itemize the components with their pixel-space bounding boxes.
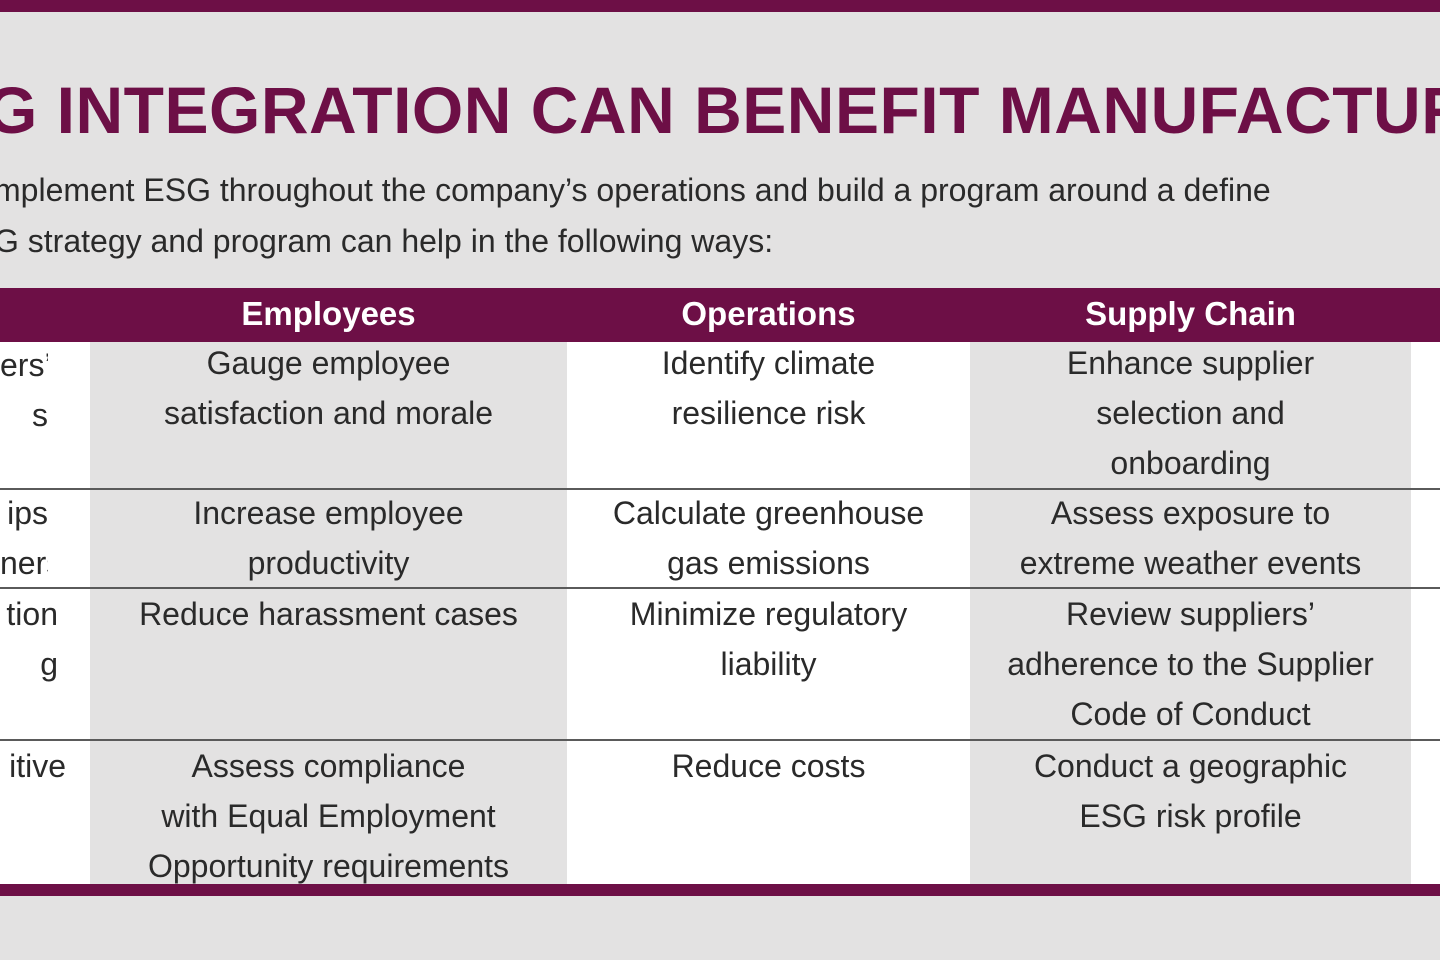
column-bg-employees (90, 342, 567, 884)
row-divider (0, 488, 1440, 490)
header-operations: Operations (681, 295, 856, 332)
table-cell-supply-chain: Review suppliers’ adherence to the Suppl… (1007, 596, 1374, 732)
table-header-bar (0, 288, 1440, 342)
column-bg-partial-right (1411, 342, 1440, 884)
table-cell-employees: Increase employee productivity (193, 495, 464, 581)
page-title: G INTEGRATION CAN BENEFIT MANUFACTUR (0, 73, 1440, 147)
header-supply-chain: Supply Chain (1085, 295, 1296, 332)
intro-line-2: G strategy and program can help in the f… (0, 223, 774, 259)
table-cell-supply-chain: Enhance supplier selection and onboardin… (1066, 345, 1315, 481)
table-cell-supply-chain: Conduct a geographic ESG risk profile (1033, 748, 1348, 834)
table-cell-operations: Identify climate resilience risk (661, 345, 876, 431)
column-bg-operations (567, 342, 970, 884)
table-cell-operations: Reduce costs (671, 748, 866, 784)
table-cell-employees: Reduce harassment cases (139, 596, 518, 632)
table-cell-partial: itive (9, 748, 66, 784)
table-cell-operations: Calculate greenhouse gas emissions (612, 495, 925, 581)
table-cell-partial: tion g (6, 596, 58, 682)
benefits-table: Employees Operations Supply Chain ers’ s… (0, 288, 1440, 896)
bottom-rule (0, 884, 1440, 896)
table-cell-operations: Minimize regulatory liability (629, 596, 908, 682)
table-cell-supply-chain: Assess exposure to extreme weather event… (1019, 495, 1362, 581)
column-bg-supply-chain (970, 342, 1411, 884)
column-bg-partial (0, 342, 90, 884)
row-divider (0, 739, 1440, 741)
table-cell-partial: ers’ s (0, 347, 48, 433)
header-employees: Employees (241, 295, 416, 332)
table-cell-employees: Gauge employee satisfaction and morale (163, 345, 494, 431)
top-rule (0, 0, 1440, 12)
intro-line-1: mplement ESG throughout the company’s op… (0, 172, 1271, 208)
table-cell-employees: Assess compliance with Equal Employment … (147, 748, 510, 884)
row-divider (0, 587, 1440, 589)
